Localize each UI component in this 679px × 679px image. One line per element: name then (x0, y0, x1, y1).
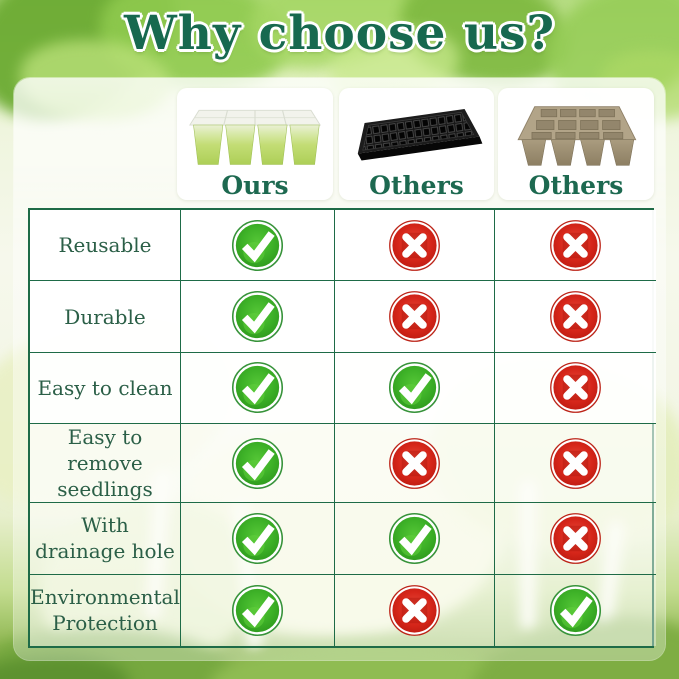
check-icon (231, 290, 284, 343)
check-icon (549, 584, 602, 637)
mark-cell (495, 281, 656, 353)
check-icon (231, 361, 284, 414)
column-label-others-2: Others (528, 171, 624, 200)
feature-label-environmental-protection: Environmental Protection (30, 574, 181, 646)
black-plastic-seed-tray-image (339, 88, 494, 170)
cross-icon (549, 512, 602, 565)
mark-cell (181, 210, 335, 282)
feature-label-easy-to-remove-seedlings: Easy to remove seedlings (30, 424, 181, 504)
cross-icon (388, 219, 441, 272)
mark-cell (335, 352, 495, 425)
mark-cell (495, 352, 656, 425)
mark-cell (335, 210, 495, 282)
mark-cell (335, 503, 495, 575)
product-card-others-1: Others (339, 88, 494, 200)
check-icon (388, 512, 441, 565)
feature-label-easy-to-clean: Easy to clean (30, 352, 181, 425)
mark-cell (495, 210, 656, 282)
peat-pulp-seed-tray-image (498, 88, 654, 170)
cross-icon (549, 290, 602, 343)
column-label-others-1: Others (369, 171, 464, 200)
product-card-ours: Ours (177, 88, 333, 200)
cross-icon (388, 584, 441, 637)
check-icon (388, 361, 441, 414)
green-silicone-seed-tray-image (177, 88, 333, 170)
mark-cell (495, 503, 656, 575)
feature-label-durable: Durable (30, 281, 181, 353)
product-card-others-2: Others (498, 88, 654, 200)
cross-icon (549, 437, 602, 490)
mark-cell (181, 424, 335, 504)
mark-cell (181, 281, 335, 353)
comparison-table: Reusable Durable Easy to clean Easy to r… (28, 208, 656, 648)
feature-label-reusable: Reusable (30, 210, 181, 282)
cross-icon (549, 219, 602, 272)
column-label-ours: Ours (221, 171, 289, 200)
mark-cell (181, 352, 335, 425)
page-title: Why choose us? (123, 6, 555, 61)
mark-cell (181, 574, 335, 646)
mark-cell (495, 574, 656, 646)
mark-cell (181, 503, 335, 575)
cross-icon (388, 437, 441, 490)
mark-cell (495, 424, 656, 504)
mark-cell (335, 424, 495, 504)
check-icon (231, 437, 284, 490)
check-icon (231, 584, 284, 637)
check-icon (231, 512, 284, 565)
cross-icon (549, 361, 602, 414)
feature-label-with-drainage-hole: With drainage hole (30, 503, 181, 575)
mark-cell (335, 574, 495, 646)
mark-cell (335, 281, 495, 353)
check-icon (231, 219, 284, 272)
cross-icon (388, 290, 441, 343)
